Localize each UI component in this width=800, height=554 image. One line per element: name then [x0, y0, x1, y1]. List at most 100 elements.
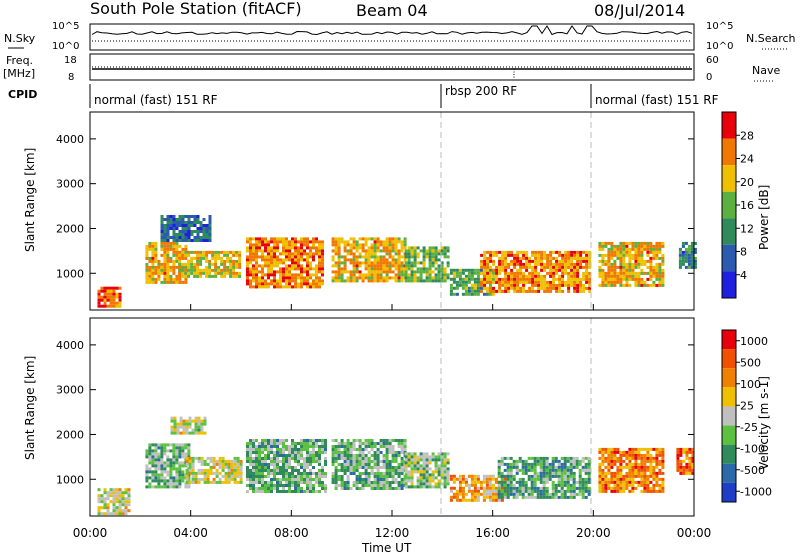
heatmap-cell — [349, 237, 353, 241]
heatmap-cell — [486, 268, 490, 272]
heatmap-cell — [246, 237, 249, 241]
heatmap-cell — [510, 250, 514, 254]
heatmap-cell — [567, 256, 571, 260]
heatmap-cell — [643, 283, 647, 287]
heatmap-cell — [361, 261, 365, 265]
heatmap-cell — [193, 271, 197, 275]
heatmap-cell — [458, 477, 462, 481]
heatmap-cell — [539, 459, 543, 463]
heatmap-cell — [199, 253, 203, 257]
heatmap-cell — [97, 509, 101, 513]
heatmap-cell — [358, 261, 362, 265]
heatmap-cell — [385, 484, 389, 487]
heatmap-cell — [391, 451, 395, 454]
heatmap-cell — [373, 273, 377, 277]
heatmap-cell — [300, 448, 303, 451]
heatmap-cell — [643, 465, 647, 469]
heatmap-cell — [346, 475, 350, 478]
heatmap-cell — [649, 250, 653, 254]
heatmap-cell — [315, 264, 318, 268]
heatmap-cell — [306, 255, 309, 259]
heatmap-cell — [587, 459, 591, 463]
heatmap-cell — [509, 462, 513, 466]
heatmap-cell — [291, 442, 294, 445]
heatmap-cell — [661, 471, 665, 475]
heatmap-cell — [331, 457, 335, 460]
heatmap-cell — [181, 230, 185, 233]
heatmap-cell — [394, 252, 398, 256]
heatmap-cell — [640, 277, 644, 281]
heatmap-cell — [303, 442, 306, 445]
heatmap-cell — [542, 471, 546, 475]
heatmap-cell — [640, 280, 644, 284]
heatmap-cell — [239, 459, 243, 463]
heatmap-cell — [616, 450, 620, 454]
heatmap-cell — [246, 279, 249, 283]
heatmap-cell — [215, 468, 219, 472]
heatmap-cell — [601, 471, 605, 475]
heatmap-cell — [154, 455, 158, 459]
heatmap-cell — [607, 480, 611, 484]
heatmap-cell — [510, 280, 514, 284]
heatmap-cell — [391, 246, 395, 250]
heatmap-cell — [312, 487, 315, 490]
heatmap-cell — [482, 492, 486, 496]
heatmap-cell — [619, 465, 623, 469]
heatmap-cell — [655, 277, 659, 281]
heatmap-cell — [169, 280, 173, 284]
heatmap-cell — [604, 471, 608, 475]
heatmap-cell — [261, 255, 264, 259]
heatmap-cell — [646, 474, 650, 478]
heatmap-cell — [558, 262, 562, 266]
heatmap-cell — [655, 271, 659, 275]
heatmap-cell — [687, 262, 691, 266]
heatmap-cell — [404, 473, 408, 477]
heatmap-cell — [452, 271, 456, 275]
heatmap-cell — [173, 425, 177, 429]
heatmap-cell — [312, 466, 315, 469]
heatmap-cell — [530, 486, 534, 490]
heatmap-cell — [145, 476, 149, 480]
heatmap-cell — [516, 274, 520, 278]
heatmap-cell — [519, 286, 523, 290]
heatmap-cell — [175, 280, 179, 284]
heatmap-cell — [206, 477, 210, 481]
heatmap-cell — [495, 271, 499, 275]
heatmap-cell — [601, 456, 605, 460]
heatmap-cell — [261, 490, 264, 493]
heatmap-cell — [118, 304, 122, 308]
heatmap-cell — [337, 469, 341, 472]
heatmap-cell — [187, 250, 191, 254]
heatmap-cell — [601, 468, 605, 472]
heatmap-cell — [616, 486, 620, 490]
heatmap-cell — [509, 465, 513, 469]
heatmap-cell — [376, 457, 380, 460]
heatmap-cell — [291, 478, 294, 481]
heatmap-cell — [346, 484, 350, 487]
heatmap-cell — [419, 473, 423, 477]
heatmap-cell — [370, 261, 374, 265]
heatmap-cell — [446, 473, 450, 477]
heatmap-cell — [279, 273, 282, 277]
heatmap-cell — [637, 462, 641, 466]
heatmap-cell — [610, 462, 614, 466]
heatmap-cell — [160, 280, 164, 284]
heatmap-cell — [400, 481, 404, 484]
heatmap-cell — [364, 484, 368, 487]
heatmap-cell — [498, 250, 502, 254]
heatmap-cell — [379, 258, 383, 262]
heatmap-cell — [584, 456, 588, 460]
heatmap-cell — [154, 476, 158, 480]
heatmap-cell — [485, 480, 489, 484]
heatmap-cell — [288, 243, 291, 247]
heatmap-cell — [361, 279, 365, 283]
heatmap-cell — [601, 241, 605, 245]
heatmap-cell — [376, 261, 380, 265]
heatmap-cell — [519, 271, 523, 275]
heatmap-cell — [437, 270, 441, 274]
heatmap-cell — [691, 453, 695, 457]
heatmap-cell — [321, 270, 324, 274]
heatmap-cell — [261, 237, 264, 241]
heatmap-cell — [388, 270, 392, 274]
heatmap-cell — [385, 246, 389, 250]
